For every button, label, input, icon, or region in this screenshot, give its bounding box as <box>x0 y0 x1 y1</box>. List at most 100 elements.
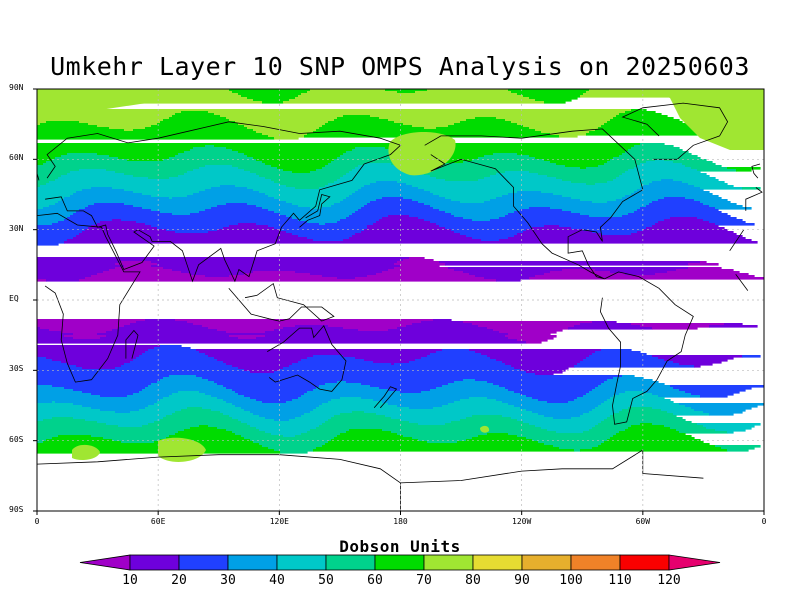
contour-band-segment <box>502 415 545 418</box>
contour-band-segment <box>715 207 752 210</box>
contour-band-segment <box>238 393 305 396</box>
contour-band-segment <box>352 149 395 152</box>
contour-band-segment <box>394 363 506 366</box>
contour-band-segment <box>397 181 572 184</box>
contour-band-segment <box>256 159 335 162</box>
contour-band-segment <box>514 391 590 394</box>
contour-band-segment <box>37 183 47 186</box>
contour-band-segment <box>325 383 362 386</box>
contour-band-segment <box>583 229 644 232</box>
contour-band-segment <box>685 165 722 168</box>
contour-band-segment <box>460 121 512 124</box>
contour-band-segment <box>265 177 341 180</box>
contour-band-segment <box>37 425 119 428</box>
contour-band-segment <box>544 225 560 228</box>
contour-band-segment <box>496 399 539 402</box>
contour-band-segment <box>208 111 626 114</box>
contour-band-segment <box>274 227 368 230</box>
contour-band-segment <box>37 217 68 220</box>
chart-title: Umkehr Layer 10 SNP OMPS Analysis on 202… <box>50 52 750 81</box>
contour-band-segment <box>43 207 86 210</box>
contour-band-segment <box>211 207 263 210</box>
contour-band-segment <box>355 191 431 194</box>
contour-band-segment <box>556 163 605 166</box>
contour-band-segment <box>475 117 497 120</box>
contour-band-segment <box>445 263 689 266</box>
contour-band-segment <box>154 403 233 406</box>
contour-band-segment <box>40 185 221 188</box>
contour-band-segment <box>286 231 362 234</box>
contour-band-segment <box>37 219 65 222</box>
contour-band-segment <box>313 355 344 358</box>
contour-band-segment <box>37 115 173 118</box>
contour-band-segment <box>280 183 329 186</box>
contour-band-segment <box>331 439 419 442</box>
contour-band-segment <box>100 221 137 224</box>
contour-band-segment <box>367 203 425 206</box>
contour-band-segment <box>37 121 47 124</box>
contour-band-segment <box>142 207 212 210</box>
contour-band-segment <box>163 267 395 270</box>
contour-band-segment <box>715 445 761 448</box>
contour-band-segment <box>262 161 332 164</box>
colorbar-swatch <box>178 554 229 571</box>
contour-band-segment <box>688 263 719 266</box>
contour-band-segment <box>199 391 236 394</box>
contour-band-segment <box>679 389 746 392</box>
colorbar-tick-label: 10 <box>122 573 138 588</box>
contour-band-segment <box>595 425 632 428</box>
contour-band-segment <box>220 115 344 118</box>
contour-band-segment <box>376 181 398 184</box>
contour-band-segment <box>604 441 704 444</box>
contour-band-segment <box>355 233 461 236</box>
contour-band-segment <box>244 409 314 412</box>
contour-band-segment <box>376 413 539 416</box>
contour-band-segment <box>619 393 653 396</box>
contour-band-segment <box>64 335 107 338</box>
contour-band-segment <box>283 435 296 438</box>
contour-band-segment <box>244 125 323 128</box>
contour-band-segment <box>520 209 563 212</box>
contour-band-segment <box>169 395 212 398</box>
contour-band-segment <box>634 167 692 170</box>
contour-band-segment <box>205 275 230 278</box>
contour-band-segment <box>253 413 305 416</box>
contour-band-segment <box>37 189 83 192</box>
contour-band-segment <box>688 267 722 270</box>
contour-band-segment <box>685 197 722 200</box>
contour-band-segment <box>598 423 641 426</box>
contour-band-segment <box>283 367 515 370</box>
contour-band-segment <box>598 385 671 388</box>
contour-band-segment <box>580 415 611 418</box>
contour-band-segment <box>610 159 656 162</box>
contour-band-segment <box>265 335 506 338</box>
contour-band-segment <box>307 391 401 394</box>
contour-band-segment <box>211 395 245 398</box>
contour-band-segment <box>523 231 593 234</box>
contour-band-segment <box>385 415 473 418</box>
coastline-new-zealand <box>373 386 398 409</box>
contour-band-segment <box>232 91 308 94</box>
contour-band-segment <box>688 183 728 186</box>
contour-band-segment <box>391 417 467 420</box>
contour-band-segment <box>253 189 359 192</box>
contour-band-segment <box>37 431 179 434</box>
contour-band-segment <box>580 213 629 216</box>
contour-band-segment <box>517 435 614 438</box>
contour-band-segment <box>76 235 299 238</box>
contour-band-segment <box>415 91 512 94</box>
contour-band-segment <box>37 365 77 368</box>
contour-band-segment <box>520 393 587 396</box>
contour-band-segment <box>259 415 302 418</box>
contour-band-segment <box>229 89 311 92</box>
contour-band-segment <box>328 325 407 328</box>
contour-band-segment <box>262 133 308 136</box>
contour-band-segment <box>91 393 134 396</box>
contour-band-segment <box>469 397 488 400</box>
contour-band-segment <box>193 169 245 172</box>
contour-band-segment <box>709 325 758 328</box>
colorbar-tick-label: 100 <box>559 573 583 588</box>
contour-band-segment <box>664 359 728 362</box>
contour-band-segment <box>292 233 356 236</box>
contour-band-segment <box>253 99 290 102</box>
